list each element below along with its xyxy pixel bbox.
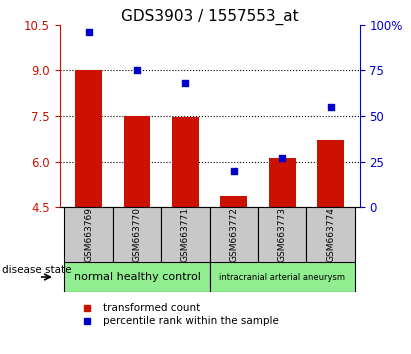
Text: GSM663774: GSM663774 [326, 207, 335, 262]
Text: normal healthy control: normal healthy control [74, 272, 201, 282]
Bar [258, 207, 306, 262]
Bar [124, 116, 150, 207]
Legend: transformed count, percentile rank within the sample: transformed count, percentile rank withi… [73, 299, 283, 331]
Bar [172, 118, 199, 207]
Bar [113, 207, 161, 262]
Text: GSM663769: GSM663769 [84, 207, 93, 262]
Bar [65, 207, 113, 262]
Point [85, 29, 92, 35]
Bar [269, 159, 296, 207]
Bar [317, 140, 344, 207]
Bar [306, 207, 355, 262]
Text: disease state: disease state [2, 266, 72, 275]
Text: GSM663771: GSM663771 [181, 207, 190, 262]
Text: intracranial arterial aneurysm: intracranial arterial aneurysm [219, 273, 345, 281]
Point [279, 155, 286, 161]
Text: GSM663770: GSM663770 [132, 207, 141, 262]
Point [134, 68, 140, 73]
Point [182, 80, 189, 86]
Point [231, 168, 237, 173]
Bar [161, 207, 210, 262]
Bar [75, 70, 102, 207]
Text: GSM663772: GSM663772 [229, 207, 238, 262]
Title: GDS3903 / 1557553_at: GDS3903 / 1557553_at [121, 8, 298, 25]
Text: GSM663773: GSM663773 [278, 207, 287, 262]
Point [327, 104, 334, 110]
Bar [65, 262, 210, 292]
Bar [210, 207, 258, 262]
Bar [210, 262, 355, 292]
Bar [220, 196, 247, 207]
